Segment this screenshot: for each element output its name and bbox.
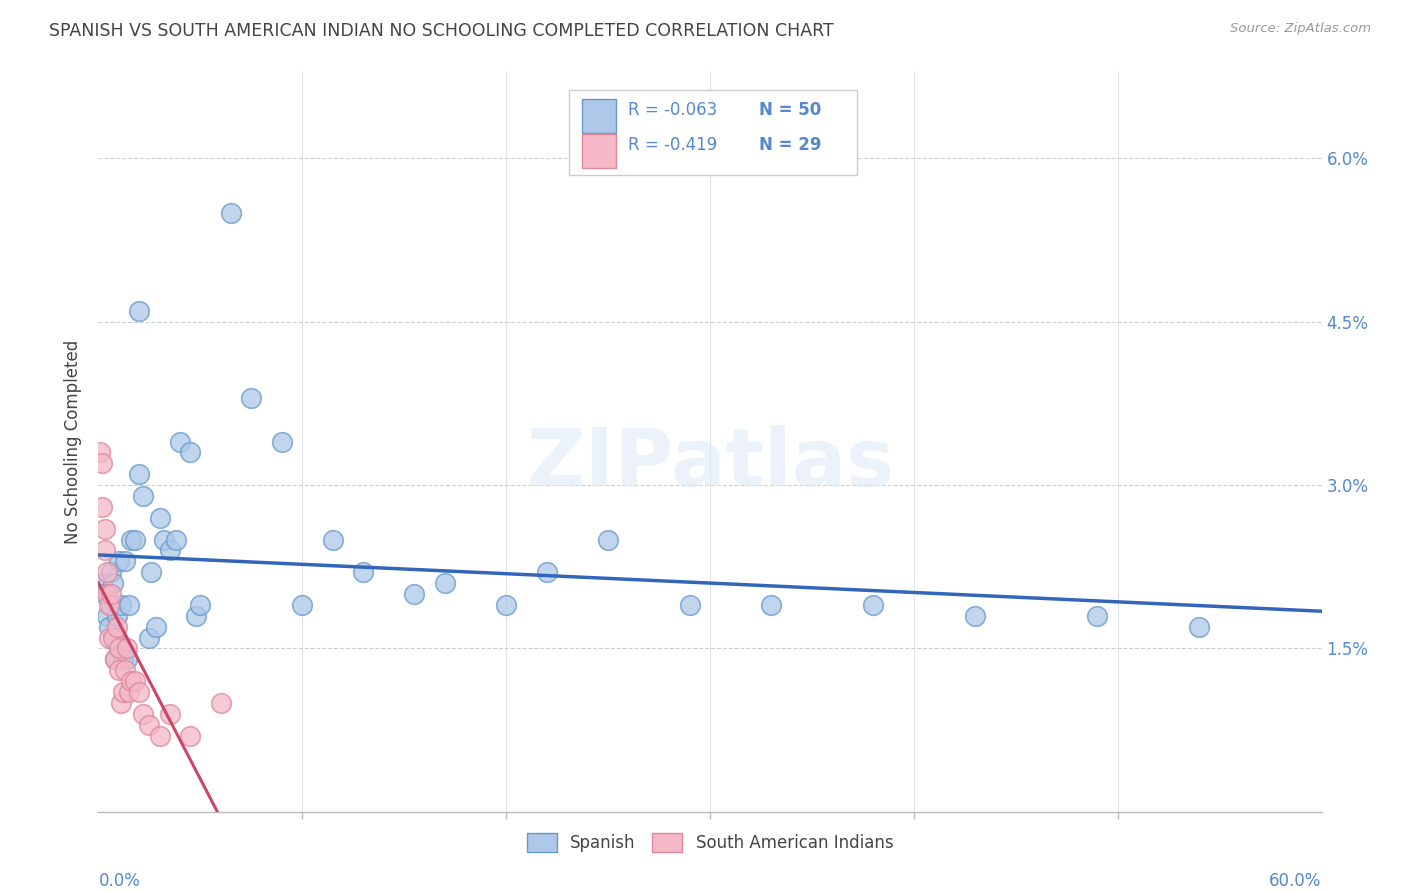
Point: [108, 554, 131, 568]
Point: [110, 598, 132, 612]
Point: [111, 685, 134, 699]
Point: [118, 685, 141, 699]
Point: [536, 565, 558, 579]
Point: [96, 587, 118, 601]
Point: [352, 565, 374, 579]
Point: [114, 554, 136, 568]
Text: 60.0%: 60.0%: [1270, 871, 1322, 889]
Point: [104, 652, 127, 666]
Point: [97, 598, 120, 612]
Point: [149, 729, 172, 743]
FancyBboxPatch shape: [582, 100, 616, 133]
Point: [141, 565, 163, 579]
Point: [679, 598, 702, 612]
FancyBboxPatch shape: [569, 90, 856, 175]
Text: R = -0.063: R = -0.063: [628, 101, 717, 119]
Point: [138, 717, 160, 731]
Text: 0.0%: 0.0%: [98, 871, 141, 889]
Point: [169, 434, 191, 449]
Point: [110, 696, 132, 710]
Text: N = 50: N = 50: [759, 101, 821, 119]
Point: [120, 533, 142, 547]
Point: [111, 652, 134, 666]
Point: [159, 706, 181, 721]
Point: [118, 598, 141, 612]
Point: [105, 619, 128, 633]
Point: [209, 696, 232, 710]
Point: [91, 576, 114, 591]
Point: [152, 533, 174, 547]
Point: [93, 543, 115, 558]
Point: [104, 631, 127, 645]
Point: [434, 576, 457, 591]
Point: [291, 598, 314, 612]
Point: [104, 652, 127, 666]
Point: [96, 608, 118, 623]
Point: [96, 565, 118, 579]
Point: [108, 641, 131, 656]
Point: [105, 608, 128, 623]
Point: [965, 608, 987, 623]
Point: [270, 434, 294, 449]
Point: [761, 598, 783, 612]
Point: [132, 489, 155, 503]
Legend: Spanish, South American Indians: Spanish, South American Indians: [520, 826, 900, 859]
Point: [124, 533, 146, 547]
Text: N = 29: N = 29: [759, 136, 821, 153]
Point: [219, 206, 242, 220]
Point: [93, 522, 115, 536]
Point: [404, 587, 426, 601]
Text: ZIPatlas: ZIPatlas: [526, 425, 894, 503]
Point: [862, 598, 884, 612]
Point: [128, 685, 150, 699]
Point: [179, 445, 201, 459]
Point: [240, 391, 263, 405]
Point: [138, 631, 160, 645]
Point: [100, 565, 122, 579]
Point: [186, 608, 208, 623]
Text: SPANISH VS SOUTH AMERICAN INDIAN NO SCHOOLING COMPLETED CORRELATION CHART: SPANISH VS SOUTH AMERICAN INDIAN NO SCHO…: [49, 22, 834, 40]
Point: [114, 663, 136, 677]
Text: Source: ZipAtlas.com: Source: ZipAtlas.com: [1230, 22, 1371, 36]
Point: [495, 598, 517, 612]
Point: [100, 587, 122, 601]
Point: [598, 533, 620, 547]
Point: [101, 631, 124, 645]
Point: [1188, 619, 1211, 633]
Y-axis label: No Schooling Completed: No Schooling Completed: [65, 340, 83, 543]
Point: [159, 543, 181, 558]
Point: [115, 641, 138, 656]
FancyBboxPatch shape: [582, 135, 616, 168]
Point: [108, 663, 131, 677]
Point: [188, 598, 212, 612]
Point: [120, 674, 142, 689]
Point: [91, 500, 114, 514]
Point: [108, 641, 131, 656]
Point: [124, 674, 146, 689]
Point: [91, 456, 114, 470]
Text: R = -0.419: R = -0.419: [628, 136, 717, 153]
Point: [165, 533, 187, 547]
Point: [145, 619, 167, 633]
Point: [97, 631, 120, 645]
Point: [115, 652, 138, 666]
Point: [179, 729, 201, 743]
Point: [1085, 608, 1108, 623]
Point: [100, 598, 122, 612]
Point: [128, 467, 150, 482]
Point: [93, 587, 115, 601]
Point: [97, 619, 120, 633]
Point: [128, 304, 150, 318]
Point: [322, 533, 344, 547]
Point: [132, 706, 155, 721]
Point: [101, 576, 124, 591]
Point: [149, 510, 172, 524]
Point: [89, 445, 111, 459]
